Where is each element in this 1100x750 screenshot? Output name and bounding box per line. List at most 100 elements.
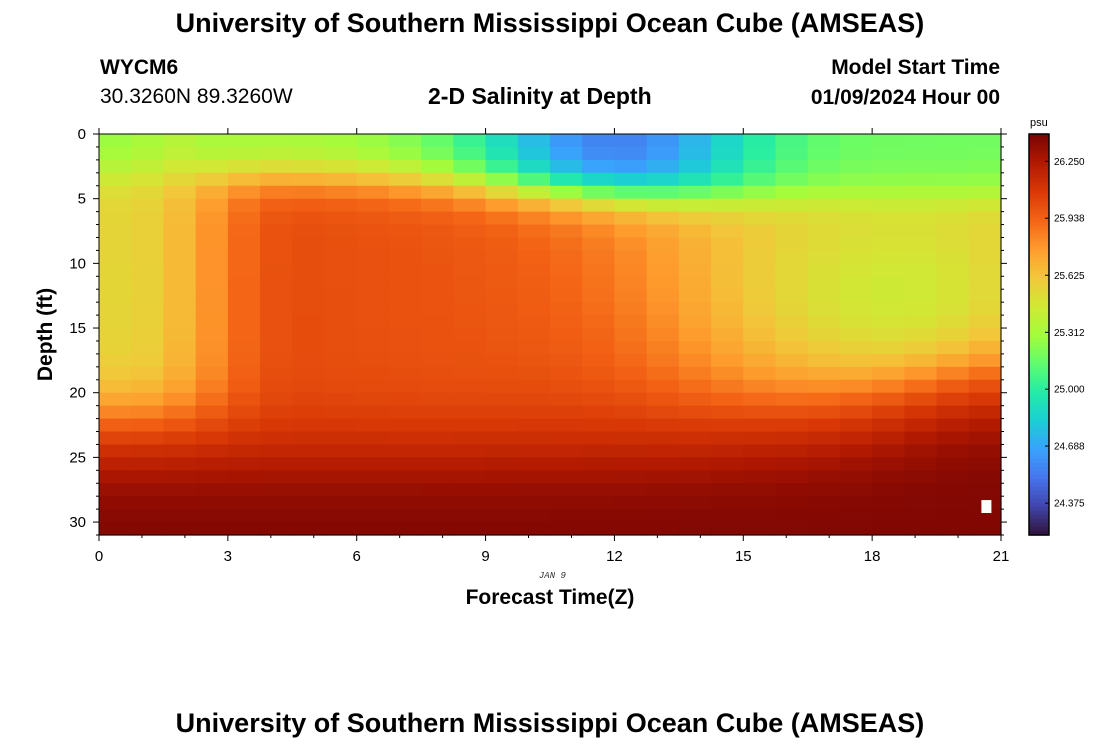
heatmap-cell (711, 457, 744, 471)
heatmap-cell (711, 211, 744, 226)
heatmap-cell (550, 198, 583, 213)
heatmap-cell (743, 134, 777, 148)
heatmap-cell (517, 250, 551, 264)
heatmap-cell (195, 315, 229, 329)
heatmap-cell (550, 276, 583, 290)
heatmap-cell (904, 224, 938, 239)
heatmap-cell (550, 250, 583, 264)
heatmap-cell (356, 392, 390, 407)
heatmap-cell (356, 211, 390, 226)
heatmap-cell (421, 185, 454, 200)
heatmap-cell (678, 340, 712, 355)
heatmap-cell (807, 340, 841, 355)
heatmap-cell (582, 509, 616, 523)
heatmap-cell (904, 483, 938, 497)
heatmap-cell (550, 431, 583, 446)
colorbar-step (1029, 394, 1049, 400)
heatmap-cell (807, 276, 841, 290)
heatmap-cell (807, 444, 841, 458)
heatmap-cell (260, 444, 293, 458)
heatmap-cell (582, 159, 616, 174)
heatmap-cell (711, 509, 744, 523)
heatmap-cell (131, 328, 165, 342)
heatmap-cell (550, 470, 583, 484)
heatmap-cell (195, 379, 229, 394)
heatmap-cell (646, 392, 680, 407)
plot-frame (98, 133, 1002, 536)
heatmap-cell (324, 159, 358, 174)
heatmap-cell (582, 198, 616, 213)
heatmap-cell (421, 379, 454, 394)
heatmap-cell (550, 457, 583, 471)
heatmap-cell (227, 276, 261, 290)
colorbar-step (1029, 150, 1049, 155)
heatmap-cell (195, 302, 229, 316)
heatmap-cell (195, 198, 229, 213)
colorbar-step (1029, 338, 1049, 344)
heatmap-cell (711, 392, 744, 407)
heatmap-cell (163, 134, 197, 148)
heatmap-cell (453, 185, 487, 200)
heatmap-cell (195, 134, 229, 148)
heatmap-cell (99, 198, 132, 213)
heatmap-cell (195, 250, 229, 264)
heatmap-cell (99, 340, 132, 355)
heatmap-cell (356, 444, 390, 458)
heatmap-cell (388, 289, 422, 303)
heatmap-cell (904, 146, 938, 161)
model-start-label: Model Start Time (831, 56, 1000, 79)
heatmap-cell (227, 353, 261, 368)
heatmap-cell (292, 483, 326, 497)
heatmap-cell (936, 146, 970, 161)
heatmap-cell (131, 366, 165, 381)
heatmap-cell (711, 263, 744, 277)
heatmap-cell (936, 263, 970, 277)
heatmap-cell (421, 509, 454, 523)
heatmap-cell (775, 146, 809, 161)
colorbar-step (1029, 498, 1049, 504)
heatmap-cell (163, 353, 197, 368)
heatmap-cell (356, 509, 390, 523)
colorbar-step (1029, 506, 1049, 512)
heatmap-cell (485, 366, 519, 381)
heatmap-cell (807, 418, 841, 433)
heatmap-cell (904, 457, 938, 471)
heatmap-cell (195, 211, 229, 226)
colorbar-step (1029, 350, 1049, 356)
heatmap-cell (485, 483, 519, 497)
heatmap-cell (485, 263, 519, 277)
heatmap-cell (646, 366, 680, 381)
heatmap-cell (227, 237, 261, 252)
colorbar-step (1029, 158, 1049, 163)
heatmap-cell (99, 509, 132, 523)
heatmap-cell (872, 211, 905, 226)
heatmap-cell (582, 134, 616, 148)
heatmap-cell (936, 483, 970, 497)
heatmap-cell (582, 172, 616, 187)
heatmap-cell (678, 198, 712, 213)
heatmap-cell (324, 457, 358, 471)
heatmap-cell (421, 159, 454, 174)
heatmap-cell (453, 198, 487, 213)
heatmap-cell (646, 289, 680, 303)
heatmap-cell (453, 496, 487, 510)
heatmap-cell (711, 328, 744, 342)
heatmap-cell (872, 405, 905, 420)
colorbar-step (1029, 414, 1049, 420)
heatmap-cell (260, 496, 293, 510)
heatmap-cell (614, 289, 648, 303)
colorbar-step (1029, 222, 1049, 227)
heatmap-cell (324, 496, 358, 510)
heatmap-cell (550, 185, 583, 200)
heatmap-cell (775, 185, 809, 200)
heatmap-cell (807, 198, 841, 213)
colorbar-step (1029, 450, 1049, 456)
heatmap-cell (324, 185, 358, 200)
heatmap-cell (485, 185, 519, 200)
heatmap-cell (195, 263, 229, 277)
colorbar-step (1029, 366, 1049, 372)
heatmap-cell (904, 405, 938, 420)
colorbar-step (1029, 470, 1049, 476)
heatmap-cell (839, 457, 873, 471)
heatmap-cell (388, 198, 422, 213)
